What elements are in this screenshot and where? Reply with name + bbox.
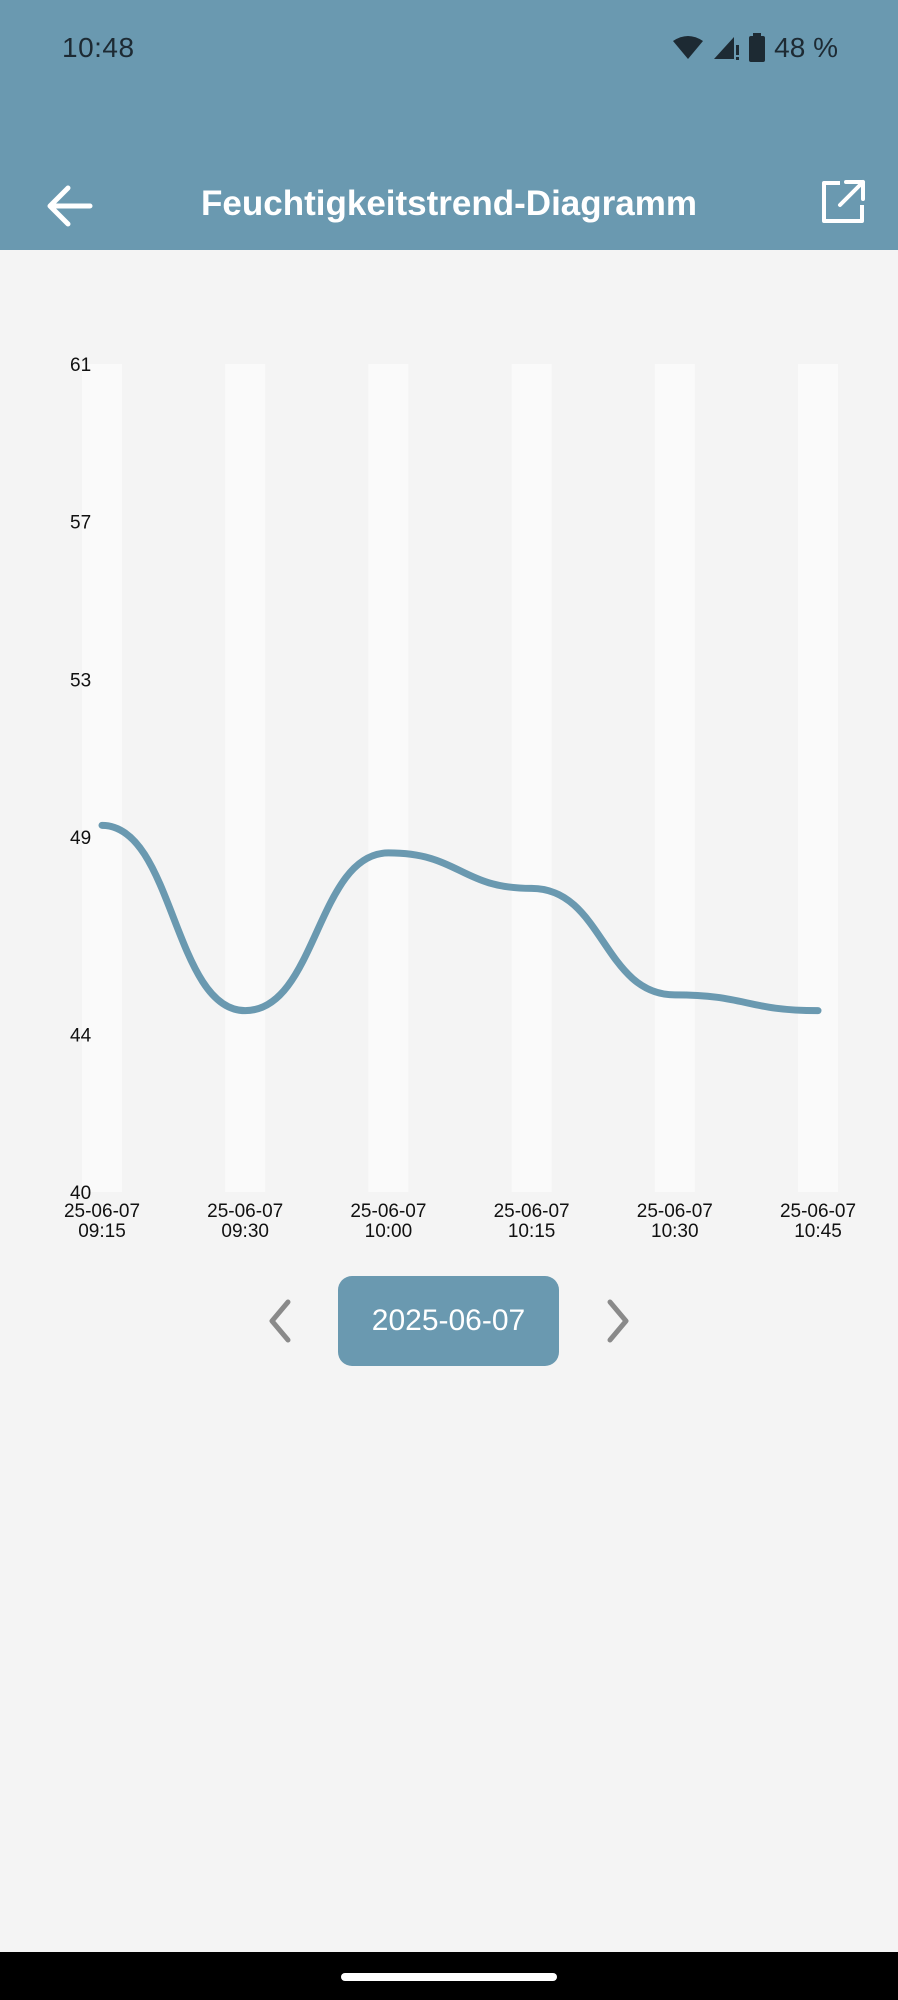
external-link-icon: [822, 180, 865, 223]
chart-column-band: [368, 364, 409, 1192]
previous-date-button[interactable]: [258, 1296, 302, 1346]
system-navigation-bar: [0, 1952, 898, 2000]
chart-column-band: [225, 364, 266, 1192]
y-tick-label: 49: [70, 828, 91, 849]
battery-percent: 48 %: [774, 32, 838, 63]
y-tick-label: 44: [70, 1025, 92, 1046]
chart-column-band: [654, 364, 695, 1192]
chart-column-band: [798, 364, 838, 1192]
chevron-left-icon: [269, 1299, 291, 1343]
page-title: Feuchtigkeitstrend-Diagramm: [201, 184, 697, 223]
date-navigation: 2025-06-07: [0, 1276, 898, 1366]
status-icons: 48 %: [672, 32, 838, 64]
y-tick-label: 53: [70, 670, 91, 691]
y-tick-label: 61: [70, 355, 91, 376]
y-tick-label: 40: [70, 1183, 91, 1204]
y-tick-label: 57: [70, 513, 91, 534]
next-date-button[interactable]: [596, 1296, 640, 1346]
chart-column-band: [511, 364, 552, 1192]
wifi-icon: [672, 35, 704, 61]
chart-column-band: [82, 364, 122, 1192]
x-tick-label: 25-06-07 10:30: [637, 1201, 713, 1242]
x-tick-label: 25-06-07 09:30: [207, 1201, 283, 1242]
home-indicator[interactable]: [341, 1973, 557, 1981]
app-bar: Feuchtigkeitstrend-Diagramm: [0, 100, 898, 250]
humidity-trend-chart: 61 57 53 49 44 40 25-06-07 09:15 25-06-07 09:30 25…: [0, 250, 898, 1250]
status-bar: 10:48 48 %: [0, 0, 898, 100]
chevron-right-icon: [607, 1299, 629, 1343]
humidity-series-line: [98, 821, 822, 1015]
arrow-left-icon: [47, 185, 93, 227]
cellular-signal-icon: [712, 35, 740, 61]
x-tick-label: 25-06-07 10:00: [350, 1201, 426, 1242]
status-time: 10:48: [62, 32, 135, 63]
battery-icon: [748, 33, 766, 63]
x-tick-label: 25-06-07 09:15: [64, 1201, 140, 1242]
x-tick-label: 25-06-07 10:15: [494, 1201, 570, 1242]
current-date-button[interactable]: 2025-06-07: [338, 1276, 559, 1366]
back-button[interactable]: [44, 180, 96, 232]
x-tick-label: 25-06-07 10:45: [780, 1201, 856, 1242]
export-button[interactable]: [818, 177, 868, 227]
